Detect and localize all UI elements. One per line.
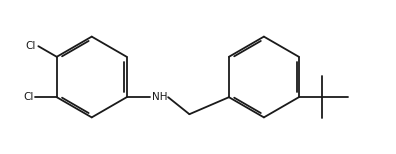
Text: Cl: Cl xyxy=(26,41,36,51)
Text: Cl: Cl xyxy=(23,92,33,102)
Text: NH: NH xyxy=(152,92,168,102)
